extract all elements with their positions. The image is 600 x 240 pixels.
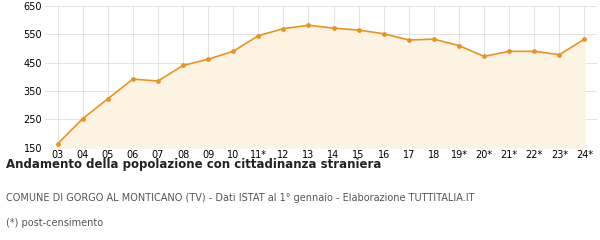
Point bbox=[479, 54, 489, 58]
Point bbox=[580, 37, 589, 41]
Point bbox=[429, 37, 439, 41]
Text: (*) post-censimento: (*) post-censimento bbox=[6, 218, 103, 228]
Point bbox=[304, 23, 313, 27]
Point bbox=[178, 64, 188, 67]
Point bbox=[78, 117, 88, 121]
Point bbox=[53, 142, 62, 146]
Point bbox=[529, 49, 539, 53]
Point bbox=[454, 44, 464, 48]
Point bbox=[153, 79, 163, 83]
Point bbox=[203, 57, 213, 61]
Point bbox=[354, 28, 364, 32]
Point bbox=[554, 53, 564, 57]
Point bbox=[505, 49, 514, 53]
Point bbox=[103, 97, 113, 101]
Point bbox=[404, 38, 413, 42]
Text: Andamento della popolazione con cittadinanza straniera: Andamento della popolazione con cittadin… bbox=[6, 158, 382, 171]
Text: COMUNE DI GORGO AL MONTICANO (TV) - Dati ISTAT al 1° gennaio - Elaborazione TUTT: COMUNE DI GORGO AL MONTICANO (TV) - Dati… bbox=[6, 193, 475, 203]
Point bbox=[128, 77, 137, 81]
Point bbox=[379, 32, 389, 36]
Point bbox=[229, 49, 238, 53]
Point bbox=[278, 27, 288, 30]
Point bbox=[329, 26, 338, 30]
Point bbox=[253, 34, 263, 38]
